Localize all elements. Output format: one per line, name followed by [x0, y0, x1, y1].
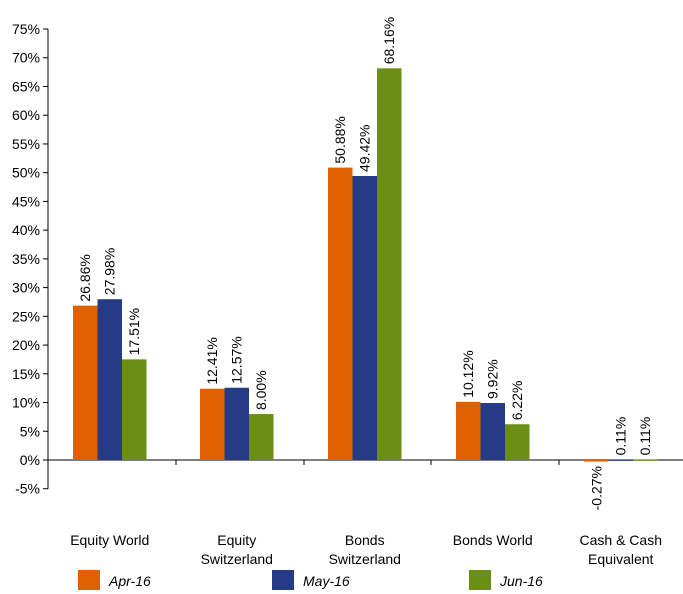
data-label: 8.00%	[253, 370, 269, 410]
data-label: 68.16%	[381, 17, 397, 64]
y-tick-label: 30%	[12, 280, 40, 296]
y-tick-label: -5%	[15, 481, 40, 497]
data-label: -0.27%	[588, 466, 604, 510]
bar-apr-16	[584, 460, 609, 462]
y-tick-label: 5%	[20, 423, 40, 439]
data-label: 12.41%	[204, 337, 220, 384]
y-tick-label: 50%	[12, 165, 40, 181]
data-label: 0.11%	[613, 417, 629, 456]
bars-layer	[73, 68, 658, 462]
y-tick-label: 65%	[12, 78, 40, 94]
y-tick-label: 40%	[12, 222, 40, 238]
category-label: Equity World	[70, 532, 149, 548]
data-label: 49.42%	[357, 125, 373, 172]
data-label: 10.12%	[460, 350, 476, 397]
bar-apr-16	[200, 388, 225, 460]
data-label: 50.88%	[332, 116, 348, 163]
y-tick-label: 10%	[12, 395, 40, 411]
legend: Apr-16 May-16 Jun-16	[78, 570, 543, 590]
legend-label: May-16	[303, 573, 350, 589]
legend-label: Jun-16	[499, 573, 543, 589]
category-label: Bonds	[345, 532, 385, 548]
bar-apr-16	[456, 401, 481, 460]
category-label: Cash & Cash	[580, 532, 662, 548]
category-label: Switzerland	[201, 551, 273, 567]
bar-may-16	[352, 175, 377, 460]
category-label: Bonds World	[453, 532, 533, 548]
bar-may-16	[97, 299, 122, 460]
data-label: 6.22%	[509, 381, 525, 421]
bar-jun-16	[249, 414, 274, 460]
bar-jun-16	[377, 68, 402, 461]
bar-may-16	[608, 459, 633, 461]
data-label: 9.92%	[485, 359, 501, 399]
bar-jun-16	[633, 459, 658, 461]
y-tick-label: 20%	[12, 337, 40, 353]
y-tick-label: 15%	[12, 366, 40, 382]
y-tick-label: 70%	[12, 50, 40, 66]
y-tick-label: 0%	[20, 452, 40, 468]
legend-swatch	[78, 570, 100, 590]
bar-may-16	[480, 402, 505, 460]
data-label: 17.51%	[126, 308, 142, 355]
bar-apr-16	[328, 167, 353, 460]
bar-may-16	[224, 387, 249, 460]
bar-jun-16	[505, 424, 530, 460]
data-label: 12.57%	[229, 336, 245, 383]
data-labels-layer: 26.86% 12.41% 50.88% 10.12% -0.27% 27.98% 12.5…	[77, 17, 653, 511]
category-label: Switzerland	[329, 551, 401, 567]
bar-jun-16	[122, 359, 147, 460]
y-tick-label: 75%	[12, 21, 40, 37]
category-label: Equity	[217, 532, 256, 548]
y-tick-label: 60%	[12, 107, 40, 123]
category-labels-layer: Equity World Equity Switzerland Bonds Switze…	[70, 532, 662, 567]
y-tick-label: 35%	[12, 251, 40, 267]
category-label: Equivalent	[588, 551, 653, 567]
bar-apr-16	[73, 305, 98, 460]
y-tick-label: 55%	[12, 136, 40, 152]
legend-swatch	[469, 570, 491, 590]
y-tick-label: 45%	[12, 193, 40, 209]
legend-label: Apr-16	[108, 573, 151, 589]
data-label: 26.86%	[77, 254, 93, 301]
y-tick-label: 25%	[12, 308, 40, 324]
data-label: 0.11%	[637, 417, 653, 456]
data-label: 27.98%	[102, 248, 118, 295]
legend-swatch	[272, 570, 294, 590]
